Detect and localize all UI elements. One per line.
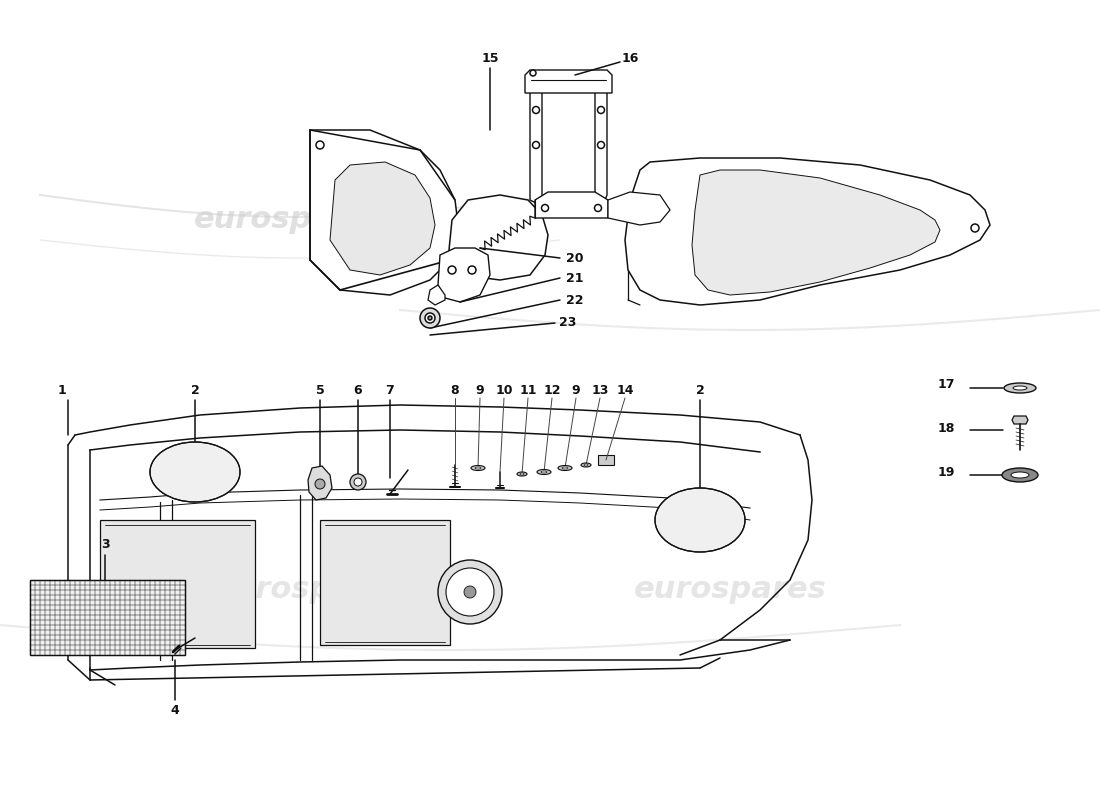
Text: 16: 16 xyxy=(621,51,639,65)
Ellipse shape xyxy=(541,471,547,473)
Circle shape xyxy=(594,205,602,211)
Circle shape xyxy=(354,478,362,486)
Polygon shape xyxy=(595,75,607,200)
Bar xyxy=(100,520,255,648)
Ellipse shape xyxy=(517,472,527,476)
Text: 2: 2 xyxy=(695,383,704,397)
Text: 6: 6 xyxy=(354,383,362,397)
Ellipse shape xyxy=(471,466,485,470)
Ellipse shape xyxy=(558,466,572,470)
Circle shape xyxy=(350,474,366,490)
Ellipse shape xyxy=(520,473,524,475)
Text: 4: 4 xyxy=(170,703,179,717)
Polygon shape xyxy=(1012,416,1028,424)
Bar xyxy=(30,580,185,655)
Ellipse shape xyxy=(654,488,745,552)
Ellipse shape xyxy=(150,442,240,502)
Circle shape xyxy=(971,224,979,232)
Circle shape xyxy=(532,106,539,114)
Text: 18: 18 xyxy=(937,422,955,434)
Text: 17: 17 xyxy=(937,378,955,391)
Circle shape xyxy=(597,142,605,149)
Polygon shape xyxy=(535,192,608,218)
Text: 2: 2 xyxy=(190,383,199,397)
Ellipse shape xyxy=(1013,386,1027,390)
Polygon shape xyxy=(625,158,990,305)
Circle shape xyxy=(448,266,456,274)
Polygon shape xyxy=(310,130,460,295)
Text: eurospares: eurospares xyxy=(213,575,406,605)
Text: 22: 22 xyxy=(566,294,584,306)
Circle shape xyxy=(530,70,536,76)
Circle shape xyxy=(446,568,494,616)
Polygon shape xyxy=(608,192,670,225)
Circle shape xyxy=(315,479,324,489)
Polygon shape xyxy=(692,170,940,295)
Circle shape xyxy=(541,205,549,211)
Text: 1: 1 xyxy=(57,383,66,397)
Ellipse shape xyxy=(1011,472,1028,478)
Bar xyxy=(30,580,185,655)
Polygon shape xyxy=(330,162,434,275)
Text: 21: 21 xyxy=(566,271,584,285)
Text: eurospares: eurospares xyxy=(634,575,826,605)
Circle shape xyxy=(420,308,440,328)
Bar xyxy=(320,520,450,645)
Text: 15: 15 xyxy=(482,51,498,65)
Circle shape xyxy=(464,586,476,598)
Ellipse shape xyxy=(1002,468,1038,482)
Circle shape xyxy=(428,316,432,320)
Text: 13: 13 xyxy=(592,383,608,397)
Circle shape xyxy=(532,142,539,149)
Ellipse shape xyxy=(562,467,568,469)
Text: 14: 14 xyxy=(616,383,634,397)
Circle shape xyxy=(425,313,435,323)
Ellipse shape xyxy=(581,463,591,467)
Text: 7: 7 xyxy=(386,383,395,397)
Ellipse shape xyxy=(537,470,551,474)
Text: 20: 20 xyxy=(566,251,584,265)
Polygon shape xyxy=(448,195,548,280)
Circle shape xyxy=(468,266,476,274)
Polygon shape xyxy=(438,248,490,302)
Text: 9: 9 xyxy=(572,383,581,397)
Text: 11: 11 xyxy=(519,383,537,397)
Polygon shape xyxy=(530,75,542,205)
Polygon shape xyxy=(308,466,332,500)
Text: 9: 9 xyxy=(475,383,484,397)
Ellipse shape xyxy=(475,467,481,469)
Text: 12: 12 xyxy=(543,383,561,397)
Ellipse shape xyxy=(584,464,588,466)
Text: 10: 10 xyxy=(495,383,513,397)
Text: 5: 5 xyxy=(316,383,324,397)
Ellipse shape xyxy=(1004,383,1036,393)
Polygon shape xyxy=(428,285,446,305)
Text: 3: 3 xyxy=(101,538,109,551)
Text: eurospares: eurospares xyxy=(194,206,386,234)
Text: 23: 23 xyxy=(559,317,576,330)
Circle shape xyxy=(316,141,324,149)
Circle shape xyxy=(438,560,502,624)
Text: 19: 19 xyxy=(937,466,955,479)
Circle shape xyxy=(597,106,605,114)
Bar xyxy=(598,455,614,465)
Polygon shape xyxy=(525,70,612,93)
Text: 8: 8 xyxy=(451,383,460,397)
